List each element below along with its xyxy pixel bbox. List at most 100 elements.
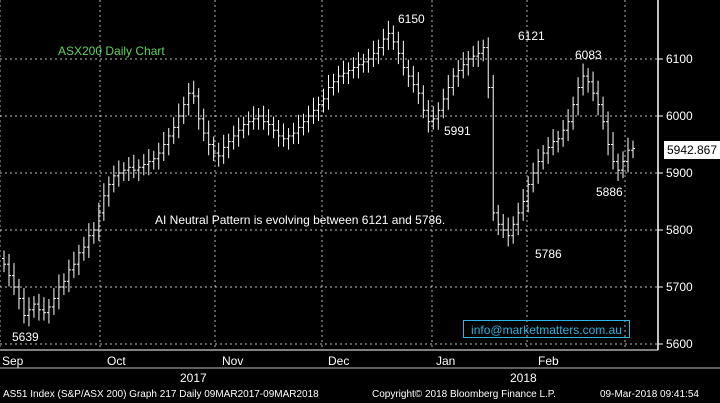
- ohlc-bar: [476, 40, 481, 67]
- ohlc-bar: [571, 96, 576, 130]
- ohlc-bar: [191, 80, 196, 105]
- ohlc-bar: [581, 63, 586, 96]
- ohlc-bar: [306, 105, 311, 133]
- ohlc-bar: [431, 106, 436, 130]
- ohlc-bar: [81, 236, 86, 261]
- ohlc-bar: [76, 244, 81, 276]
- year-label-2017: 2017: [180, 371, 207, 385]
- ohlc-bar: [371, 40, 376, 67]
- x-tick-label: Dec: [328, 354, 349, 368]
- ohlc-bar: [181, 96, 186, 124]
- year-label-2018: 2018: [510, 371, 537, 385]
- ohlc-bar: [266, 109, 271, 136]
- y-tick-label: 5600: [666, 337, 693, 351]
- ohlc-bar: [506, 217, 511, 247]
- footer-timestamp: 09-Mar-2018 09:41:54: [600, 389, 699, 400]
- ohlc-bar: [176, 103, 181, 139]
- ohlc-bar: [611, 131, 616, 170]
- ohlc-bar: [256, 108, 261, 130]
- price-bars: [2, 20, 635, 327]
- ohlc-bar: [251, 106, 256, 130]
- ohlc-bar: [396, 31, 401, 65]
- price-labels: 6150 6121 6083 5991 5886 5786 5639: [12, 12, 623, 344]
- ohlc-bar: [441, 88, 446, 119]
- ohlc-bar: [321, 88, 326, 113]
- ohlc-bar: [51, 288, 56, 315]
- ohlc-bar: [566, 109, 571, 142]
- ohlc-bar: [521, 188, 526, 221]
- ohlc-bar: [536, 149, 541, 184]
- x-tick-label: Jan: [436, 354, 455, 368]
- ohlc-bar: [351, 57, 356, 79]
- footer-copyright: Copyright© 2018 Bloomberg Finance L.P.: [372, 389, 556, 400]
- ohlc-bar: [141, 154, 146, 176]
- ohlc-bar: [226, 133, 231, 159]
- ohlc-bar: [456, 60, 461, 87]
- y-tick-label: 5700: [666, 280, 693, 294]
- price-label-6121: 6121: [518, 29, 545, 43]
- chart-title: ASX200 Daily Chart: [58, 44, 165, 58]
- ohlc-bar: [561, 119, 566, 147]
- ohlc-bar: [576, 77, 581, 116]
- ohlc-bar: [241, 116, 246, 139]
- grid-lines: [0, 0, 658, 350]
- y-tick-label: 6100: [666, 52, 693, 66]
- ohlc-bar: [16, 279, 21, 310]
- ohlc-bar: [491, 74, 496, 221]
- ohlc-bar: [146, 149, 151, 176]
- ohlc-bar: [231, 125, 236, 150]
- last-price-tag: 5942.867: [664, 141, 720, 159]
- ohlc-bar: [471, 45, 476, 67]
- ohlc-bar: [596, 80, 601, 116]
- ohlc-bar: [346, 62, 351, 85]
- y-tick-label: 5900: [666, 166, 693, 180]
- y-ticks: 5600 5700 5800 5900 6000 6100: [658, 52, 693, 351]
- ohlc-bar: [276, 119, 281, 147]
- ohlc-bar: [246, 111, 251, 136]
- ohlc-bar: [151, 150, 156, 170]
- ohlc-bar: [386, 20, 391, 50]
- ohlc-bar: [11, 263, 16, 295]
- ohlc-bar: [366, 48, 371, 73]
- ohlc-bar: [6, 253, 11, 287]
- ohlc-bar: [481, 39, 486, 62]
- price-label-6083: 6083: [575, 48, 602, 62]
- ohlc-bar: [391, 25, 396, 50]
- price-label-5639: 5639: [12, 330, 39, 344]
- price-label-5991: 5991: [444, 124, 471, 138]
- ohlc-bar: [236, 117, 241, 147]
- ohlc-bar: [91, 222, 96, 244]
- ohlc-bar: [196, 88, 201, 130]
- ohlc-bar: [186, 82, 191, 116]
- ohlc-bar: [511, 216, 516, 244]
- ohlc-bar: [416, 72, 421, 105]
- ohlc-bar: [116, 160, 121, 187]
- ohlc-bar: [606, 111, 611, 156]
- ohlc-bar: [356, 52, 361, 79]
- ohlc-bar: [486, 37, 491, 99]
- ohlc-bar: [461, 52, 466, 79]
- ohlc-bar: [616, 153, 621, 181]
- ohlc-bar: [631, 140, 635, 159]
- ohlc-bar: [526, 176, 531, 213]
- email-badge: info@marketmatters.com.au: [463, 320, 630, 338]
- footer-left: AS51 Index (S&P/ASX 200) Graph 217 Daily…: [3, 389, 319, 400]
- x-tick-label: Oct: [107, 354, 126, 368]
- ohlc-bar: [381, 28, 386, 56]
- ohlc-bar: [426, 100, 431, 133]
- ohlc-bar: [36, 293, 41, 321]
- ohlc-bar: [96, 202, 101, 241]
- ohlc-bar: [376, 39, 381, 65]
- ohlc-bar: [421, 85, 426, 119]
- ohlc-bar: [201, 108, 206, 142]
- ohlc-bar: [126, 157, 131, 181]
- ohlc-bar: [286, 127, 291, 150]
- ohlc-bar: [556, 130, 561, 153]
- annotation-text: AI Neutral Pattern is evolving between 6…: [155, 213, 445, 227]
- ohlc-bar: [86, 223, 91, 258]
- ohlc-bar: [626, 137, 631, 173]
- x-tick-label: Feb: [538, 354, 559, 368]
- ohlc-bar: [466, 51, 471, 76]
- y-tick-label: 6000: [666, 109, 693, 123]
